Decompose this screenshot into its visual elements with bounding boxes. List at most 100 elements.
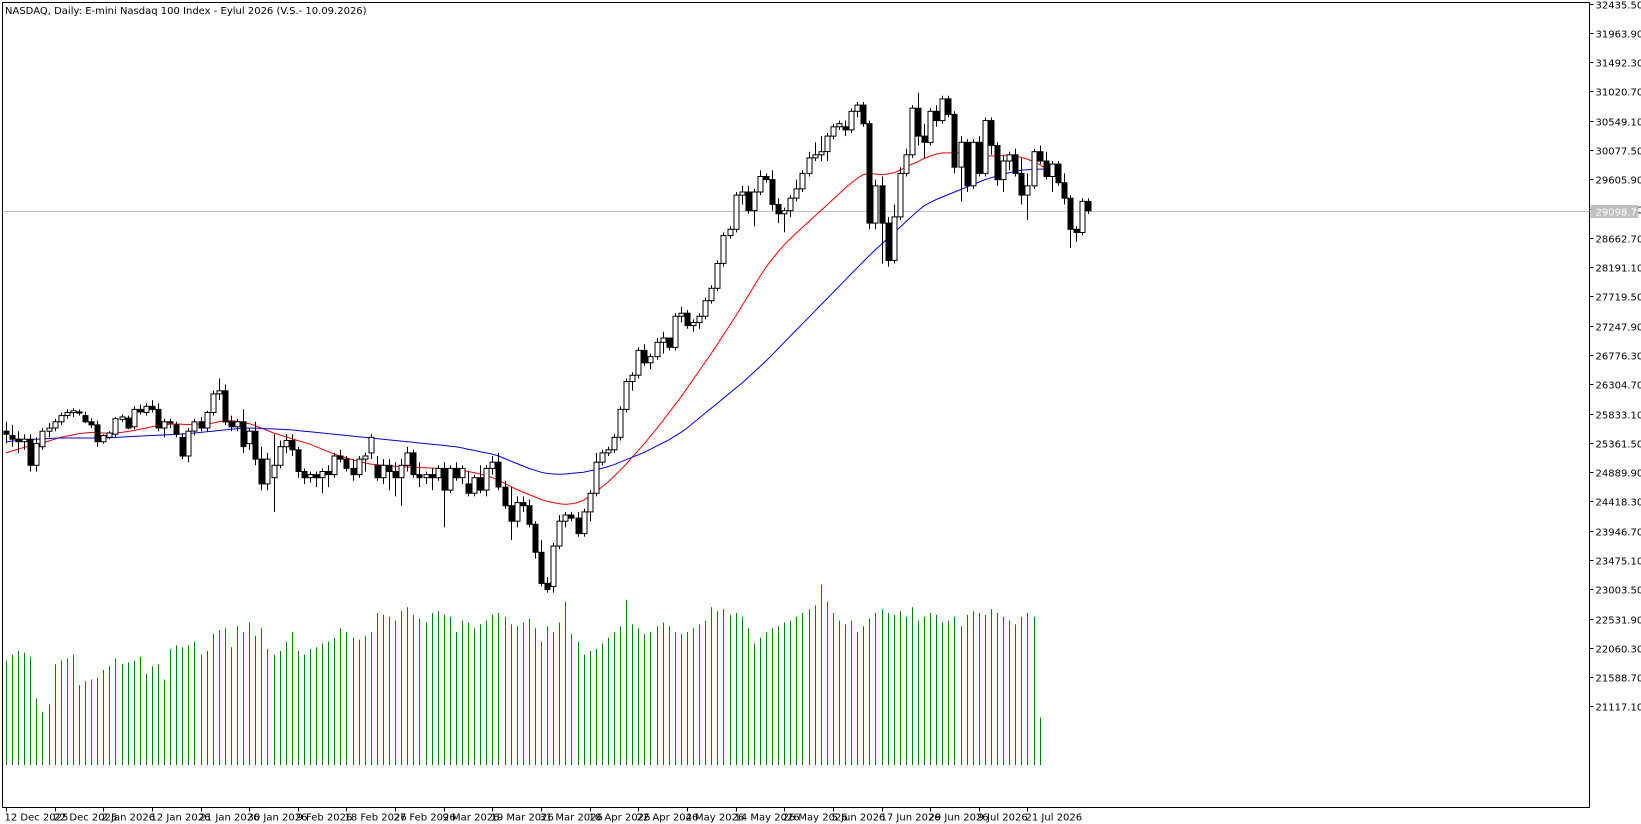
candle-body-down	[27, 438, 34, 466]
y-tick-label: 25833.10	[1596, 411, 1641, 422]
y-tick-label: 31492.30	[1596, 59, 1641, 70]
candle-body-up	[1049, 163, 1056, 178]
candle-body-up	[678, 312, 685, 317]
candle	[769, 170, 776, 211]
candle-body-up	[787, 197, 794, 212]
candle-body-down	[575, 517, 582, 535]
candle-body-down	[149, 405, 156, 410]
candle-body-down	[453, 467, 460, 479]
candle-body-down	[860, 104, 867, 125]
candle	[137, 404, 144, 415]
candle-body-up	[331, 455, 338, 476]
candle	[520, 496, 527, 512]
candle-body-down	[386, 464, 393, 472]
candle	[386, 459, 393, 491]
candle-body-down	[343, 458, 350, 469]
candle-body-down	[1043, 160, 1050, 177]
candle	[149, 400, 156, 413]
candle	[173, 421, 180, 438]
candle	[1061, 173, 1068, 205]
candle	[623, 378, 630, 413]
candle-body-down	[429, 474, 436, 479]
candle-body-up	[836, 123, 843, 128]
candle-body-down	[198, 421, 205, 429]
candle	[502, 480, 509, 509]
candle	[88, 418, 95, 429]
candle-body-up	[514, 502, 521, 522]
candle-body-down	[988, 120, 995, 146]
candle	[295, 446, 302, 478]
candle	[477, 465, 484, 494]
x-tick-label: 31 Mar 2026	[540, 813, 603, 824]
candle	[678, 306, 685, 323]
candle-body-down	[88, 421, 95, 426]
candle	[684, 310, 691, 329]
candle-body-down	[921, 135, 928, 143]
candle	[447, 465, 454, 494]
candle-body-up	[483, 467, 490, 491]
candle	[921, 123, 928, 158]
candle-body-down	[94, 424, 101, 443]
candle-body-down	[842, 126, 849, 131]
candle	[617, 406, 624, 441]
candle	[818, 136, 825, 161]
candle-body-down	[769, 179, 776, 205]
candle	[842, 120, 849, 137]
candle-body-up	[264, 458, 271, 485]
candle-body-up	[46, 427, 53, 432]
y-tick-label: 21117.10	[1596, 703, 1641, 714]
y-tick-label: 27247.90	[1596, 323, 1641, 334]
candle	[423, 471, 430, 484]
candle	[277, 440, 284, 469]
candle	[958, 136, 965, 202]
candle	[198, 416, 205, 432]
candle-body-down	[976, 141, 983, 174]
candle-body-up	[52, 421, 59, 429]
candle-body-up	[471, 477, 478, 494]
candle	[897, 167, 904, 220]
candle	[763, 173, 770, 183]
candle	[191, 418, 198, 436]
candle-body-up	[1079, 200, 1086, 233]
candle-body-up	[58, 415, 65, 423]
candle-body-up	[131, 408, 138, 428]
candle	[64, 409, 71, 419]
candle-body-up	[909, 107, 916, 156]
candle-body-down	[1012, 154, 1019, 174]
candle	[1006, 151, 1013, 171]
candle	[879, 176, 886, 264]
y-tick-label: 27719.50	[1596, 293, 1641, 304]
y-tick-label: 26776.30	[1596, 352, 1641, 363]
candle-body-down	[76, 411, 83, 414]
candle-body-down	[337, 455, 344, 460]
candle	[733, 192, 740, 233]
candle	[429, 468, 436, 491]
candle	[179, 433, 186, 460]
candle-body-up	[806, 157, 813, 174]
candle-body-up	[605, 449, 612, 454]
candle	[362, 452, 369, 472]
candle-body-up	[1006, 154, 1013, 162]
candle	[185, 428, 192, 463]
candle-body-up	[210, 393, 217, 413]
x-tick-label: 9 Mar 2026	[443, 813, 500, 824]
x-tick-label: 10 Apr 2026	[589, 813, 651, 824]
candle	[660, 331, 667, 354]
candle-body-up	[818, 151, 825, 156]
candle	[812, 142, 819, 161]
candle	[471, 474, 478, 497]
candle	[112, 416, 119, 438]
candle-body-up	[696, 315, 703, 323]
candle	[131, 406, 138, 430]
candle	[915, 92, 922, 146]
y-tick-label: 22060.30	[1596, 645, 1641, 656]
candle	[526, 499, 533, 528]
candle-body-down	[684, 312, 691, 327]
y-tick-label: 29605.90	[1596, 176, 1641, 187]
candle	[575, 511, 582, 537]
candle-body-down	[325, 471, 332, 476]
candle	[125, 415, 132, 430]
candle-body-up	[629, 374, 636, 382]
candle-body-up	[824, 135, 831, 153]
candle	[82, 411, 89, 424]
